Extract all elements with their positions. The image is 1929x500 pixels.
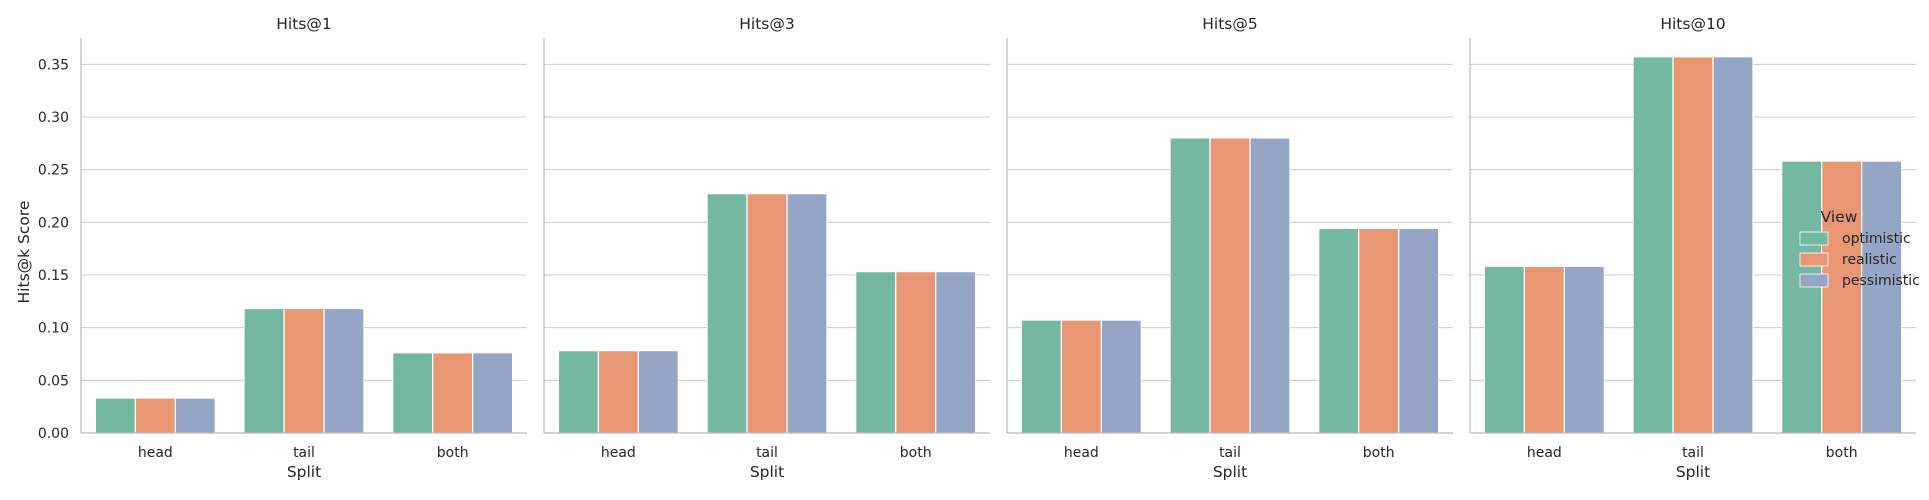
bar-pessimistic-head xyxy=(1101,319,1142,434)
y-tick-label: 0.20 xyxy=(38,215,69,231)
bar-realistic-tail xyxy=(1672,56,1714,434)
x-axis-title: Split xyxy=(287,463,321,481)
bar-realistic-tail xyxy=(1209,137,1251,434)
bar-pessimistic-both xyxy=(935,271,976,434)
bar-pessimistic-tail xyxy=(1712,56,1754,434)
bar-realistic-tail xyxy=(283,308,325,434)
y-tick-label: 0.15 xyxy=(38,268,69,284)
legend-label-realistic: realistic xyxy=(1842,252,1897,268)
bar-pessimistic-head xyxy=(638,350,679,434)
x-tick-label: head xyxy=(601,445,636,461)
bar-realistic-both xyxy=(895,271,936,434)
bar-optimistic-head xyxy=(1484,266,1525,434)
bar-optimistic-both xyxy=(1781,160,1822,434)
x-tick-label: head xyxy=(138,445,173,461)
bar-realistic-both xyxy=(432,352,473,434)
bar-optimistic-tail xyxy=(706,193,748,434)
bar-pessimistic-head xyxy=(1564,266,1605,434)
legend-swatch-optimistic xyxy=(1799,231,1829,246)
y-axis-title: Hits@k Score xyxy=(15,201,33,304)
bar-optimistic-head xyxy=(95,397,136,434)
bar-realistic-head xyxy=(1524,266,1565,434)
x-tick-label: both xyxy=(900,445,932,461)
legend: View optimistic realistic pessimistic xyxy=(1799,208,1920,289)
bar-realistic-both xyxy=(1358,228,1399,434)
y-tick-label: 0.35 xyxy=(38,57,69,73)
x-tick-label: tail xyxy=(293,445,315,461)
bar-realistic-head xyxy=(1061,319,1102,434)
panel-title: Hits@5 xyxy=(1202,15,1257,33)
x-axis-title: Split xyxy=(750,463,784,481)
y-tick-label: 0.25 xyxy=(38,163,69,179)
panel-1: head tail both Split Hits@1 0.00 0.05 0.10 0.15 0… xyxy=(38,15,527,481)
bar-optimistic-tail xyxy=(243,308,285,434)
bar-pessimistic-both xyxy=(1861,160,1902,434)
bar-optimistic-both xyxy=(392,352,433,434)
panel-4: head tail both Split Hits@10 xyxy=(1469,15,1916,481)
legend-title: View xyxy=(1821,208,1858,226)
y-tick-label: 0.00 xyxy=(38,426,69,442)
x-tick-label: tail xyxy=(1219,445,1241,461)
bar-optimistic-head xyxy=(558,350,599,434)
bar-pessimistic-head xyxy=(175,397,216,434)
chart-panels: head tail both Split Hits@1 0.00 0.05 0.10 0.15 0… xyxy=(38,15,1916,481)
legend-swatch-realistic xyxy=(1799,252,1829,267)
y-tick-label: 0.10 xyxy=(38,321,69,337)
x-axis-title: Split xyxy=(1213,463,1247,481)
x-tick-label: tail xyxy=(756,445,778,461)
panel-title: Hits@10 xyxy=(1660,15,1725,33)
x-tick-label: both xyxy=(1826,445,1858,461)
x-tick-label: both xyxy=(437,445,469,461)
bar-pessimistic-both xyxy=(472,352,513,434)
y-tick-label: 0.05 xyxy=(38,373,69,389)
bar-pessimistic-tail xyxy=(323,308,365,434)
bar-optimistic-both xyxy=(1318,228,1359,434)
panel-title: Hits@1 xyxy=(276,15,331,33)
legend-label-optimistic: optimistic xyxy=(1842,231,1911,247)
bar-pessimistic-both xyxy=(1398,228,1439,434)
bar-realistic-both xyxy=(1821,160,1862,434)
bar-optimistic-head xyxy=(1021,319,1062,434)
x-axis-title: Split xyxy=(1676,463,1710,481)
panel-3: head tail both Split Hits@5 xyxy=(1006,15,1453,481)
bar-optimistic-both xyxy=(855,271,896,434)
x-tick-label: both xyxy=(1363,445,1395,461)
bar-realistic-tail xyxy=(746,193,788,434)
bar-optimistic-tail xyxy=(1169,137,1211,434)
bar-optimistic-tail xyxy=(1632,56,1674,434)
bar-realistic-head xyxy=(135,397,176,434)
bar-realistic-head xyxy=(598,350,639,434)
legend-label-pessimistic: pessimistic xyxy=(1842,273,1920,289)
x-tick-label: head xyxy=(1527,445,1562,461)
panel-2: head tail both Split Hits@3 xyxy=(543,15,990,481)
x-tick-label: tail xyxy=(1682,445,1704,461)
y-tick-label: 0.30 xyxy=(38,110,69,126)
legend-swatch-pessimistic xyxy=(1799,273,1829,288)
bar-pessimistic-tail xyxy=(786,193,828,434)
panel-title: Hits@3 xyxy=(739,15,794,33)
x-tick-label: head xyxy=(1064,445,1099,461)
bar-pessimistic-tail xyxy=(1249,137,1291,434)
